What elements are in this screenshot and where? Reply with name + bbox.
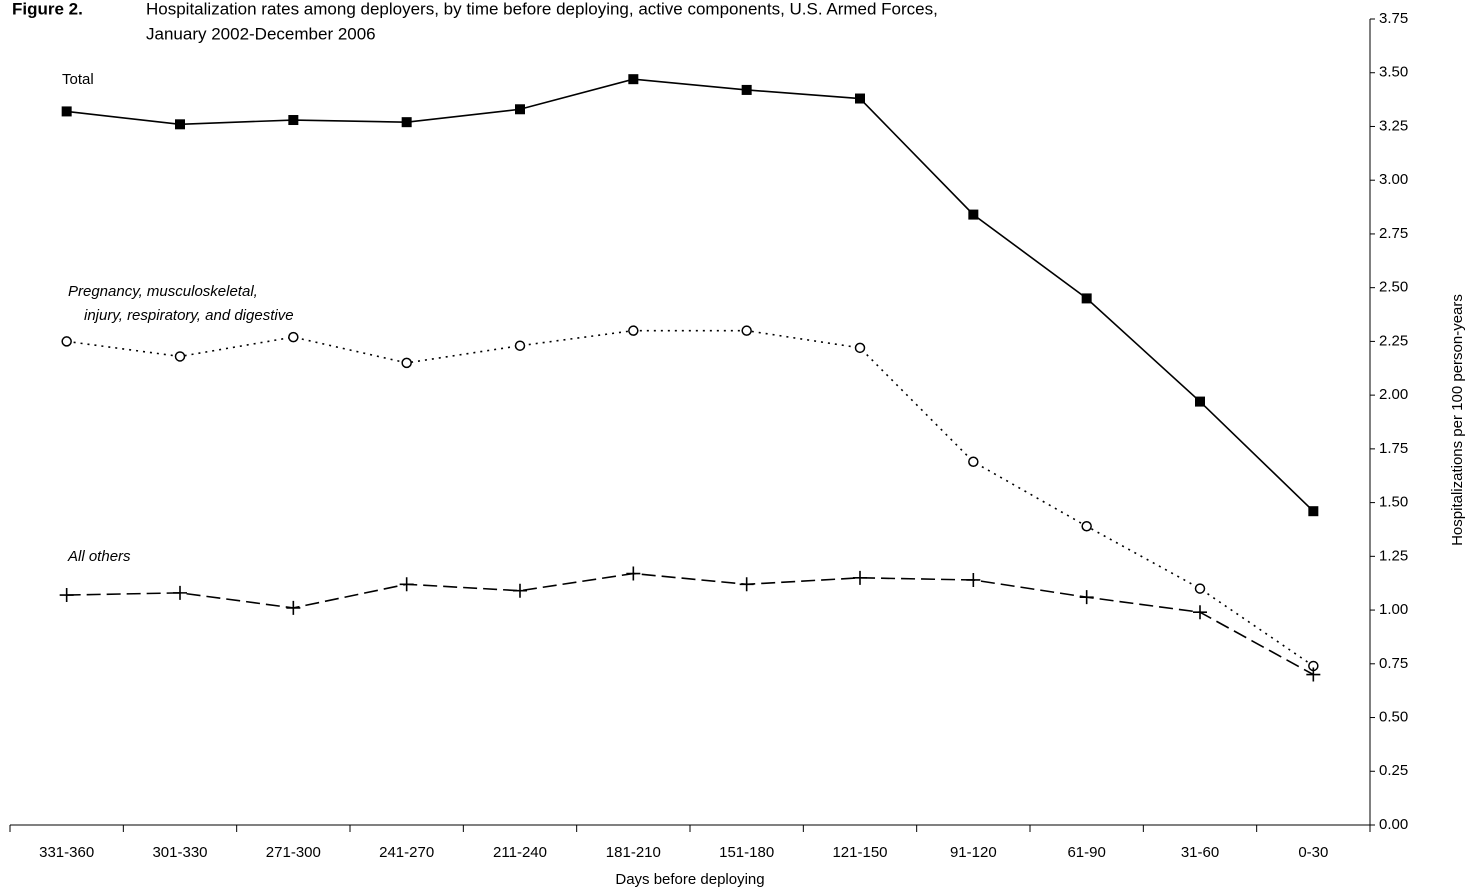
marker xyxy=(288,115,299,126)
marker xyxy=(628,74,639,85)
series-label: Total xyxy=(62,71,94,88)
x-tick-label: 31-60 xyxy=(1181,844,1219,861)
chart-title: Hospitalization rates among deployers, b… xyxy=(146,0,938,18)
y-tick-label: 1.25 xyxy=(1379,547,1408,564)
marker xyxy=(853,570,867,585)
x-tick-label: 211-240 xyxy=(493,844,547,861)
marker xyxy=(61,336,72,347)
x-tick-label: 271-300 xyxy=(266,844,321,861)
marker xyxy=(626,566,641,581)
y-tick-label: 3.50 xyxy=(1379,64,1408,81)
marker xyxy=(1194,583,1206,594)
marker xyxy=(628,325,639,336)
marker xyxy=(286,600,301,615)
series-label: All others xyxy=(67,548,131,565)
x-tick-label: 181-210 xyxy=(606,844,661,861)
marker xyxy=(1081,293,1092,304)
x-tick-label: 91-120 xyxy=(950,844,997,861)
marker xyxy=(854,342,866,354)
marker xyxy=(968,209,979,220)
marker xyxy=(61,106,72,117)
series-line xyxy=(66,78,1314,512)
marker xyxy=(1081,520,1092,532)
marker xyxy=(59,588,74,603)
y-tick-label: 2.50 xyxy=(1379,279,1408,296)
marker xyxy=(739,577,754,592)
marker xyxy=(1195,396,1205,407)
marker xyxy=(741,84,752,95)
y-tick-label: 0.25 xyxy=(1379,762,1408,779)
x-tick-label: 0-30 xyxy=(1298,844,1328,861)
series-line xyxy=(66,329,1314,667)
series-label: injury, respiratory, and digestive xyxy=(84,307,294,324)
marker xyxy=(175,119,185,130)
title-label: Figure 2. xyxy=(12,0,83,18)
x-tick-label: 151-180 xyxy=(719,844,774,861)
marker xyxy=(401,357,412,369)
marker xyxy=(1193,605,1207,620)
y-tick-label: 2.00 xyxy=(1379,386,1408,403)
marker xyxy=(513,583,527,598)
marker xyxy=(1308,506,1319,517)
y-tick-label: 0.75 xyxy=(1379,655,1408,672)
y-tick-label: 1.50 xyxy=(1379,494,1408,511)
x-tick-label: 301-330 xyxy=(152,844,207,861)
x-tick-label: 331-360 xyxy=(39,844,94,861)
marker xyxy=(741,325,752,336)
y-tick-label: 0.00 xyxy=(1379,816,1408,833)
x-tick-label: 61-90 xyxy=(1067,844,1105,861)
y-tick-label: 2.75 xyxy=(1379,225,1408,242)
marker xyxy=(401,117,412,128)
x-tick-label: 121-150 xyxy=(832,844,887,861)
marker xyxy=(173,585,187,600)
y-tick-label: 3.25 xyxy=(1379,117,1408,134)
series-line xyxy=(66,572,1314,676)
y-tick-label: 1.00 xyxy=(1379,601,1408,618)
y-axis-title: Hospitalizations per 100 person-years xyxy=(1449,294,1466,546)
marker xyxy=(1079,590,1094,605)
y-tick-label: 2.25 xyxy=(1379,332,1408,349)
chart-title: January 2002-December 2006 xyxy=(146,24,376,43)
marker xyxy=(174,351,186,362)
marker xyxy=(515,104,525,115)
y-tick-label: 3.00 xyxy=(1379,171,1408,188)
marker xyxy=(514,340,526,351)
y-tick-label: 1.75 xyxy=(1379,440,1408,457)
series-label: Pregnancy, musculoskeletal, xyxy=(68,283,258,300)
marker xyxy=(966,572,981,587)
marker xyxy=(968,456,979,468)
x-tick-label: 241-270 xyxy=(379,844,434,861)
y-tick-label: 0.50 xyxy=(1379,709,1408,726)
marker xyxy=(288,331,299,343)
marker xyxy=(399,577,414,592)
marker xyxy=(1306,667,1321,682)
y-tick-label: 3.75 xyxy=(1379,10,1408,27)
x-axis-title: Days before deploying xyxy=(615,871,764,888)
marker xyxy=(855,93,865,104)
